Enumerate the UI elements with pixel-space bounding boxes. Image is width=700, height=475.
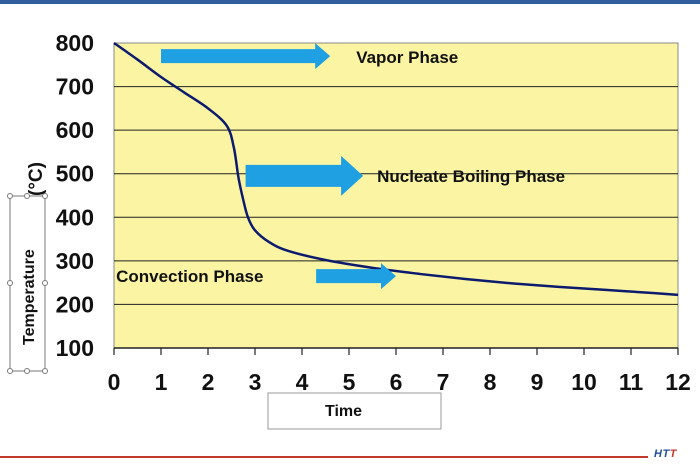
x-tick-label: 11 — [619, 369, 644, 395]
x-tick-label: 10 — [571, 369, 597, 395]
phase-label: Nucleate Boiling Phase — [377, 167, 565, 186]
y-tick-label: 800 — [56, 30, 94, 56]
x-tick-label: 12 — [665, 369, 691, 395]
x-tick-label: 2 — [202, 369, 215, 395]
phase-arrows — [161, 43, 396, 290]
x-tick-labels: 0 1 2 3 4 5 6 7 8 9 10 11 12 — [108, 369, 691, 395]
plot-area — [113, 42, 679, 349]
x-tick-label: 3 — [249, 369, 262, 395]
phase-arrow — [161, 43, 331, 70]
x-tick-label: 6 — [390, 369, 403, 395]
x-axis-title: Time — [325, 403, 362, 420]
x-tick-label: 0 — [108, 369, 121, 395]
footer-line — [0, 456, 648, 458]
phase-labels: Vapor Phase Nucleate Boiling Phase Convect… — [116, 48, 565, 286]
top-border — [0, 0, 700, 4]
y-tick-label: 300 — [56, 248, 94, 274]
selection-handles[interactable] — [7, 193, 48, 374]
x-tick-label: 5 — [343, 369, 356, 395]
y-tick-label: 400 — [56, 204, 94, 230]
cooling-curve — [113, 41, 679, 297]
y-tick-label: 600 — [56, 117, 94, 143]
y-tick-label: 100 — [56, 335, 94, 361]
y-tick-labels: 800 700 600 500 400 300 200 100 — [56, 30, 94, 361]
x-tick-label: 7 — [437, 369, 450, 395]
y-axis-title: Temperature — [21, 249, 38, 345]
phase-label: Convection Phase — [116, 267, 263, 286]
y-tick-label: 500 — [56, 161, 94, 187]
x-tick-label: 8 — [484, 369, 497, 395]
gridlines — [113, 86, 679, 355]
x-axis-title-box[interactable] — [267, 392, 442, 430]
y-axis-unit: (°C) — [26, 162, 47, 196]
x-tick-label: 9 — [531, 369, 544, 395]
phase-arrow — [245, 155, 364, 196]
phase-label: Vapor Phase — [356, 48, 458, 67]
htt-logo: HTT — [654, 448, 677, 460]
phase-arrow — [316, 263, 396, 290]
x-tick-label: 1 — [155, 369, 168, 395]
x-tick-label: 4 — [296, 369, 309, 395]
y-tick-label: 700 — [56, 74, 94, 100]
y-tick-label: 200 — [56, 291, 94, 317]
